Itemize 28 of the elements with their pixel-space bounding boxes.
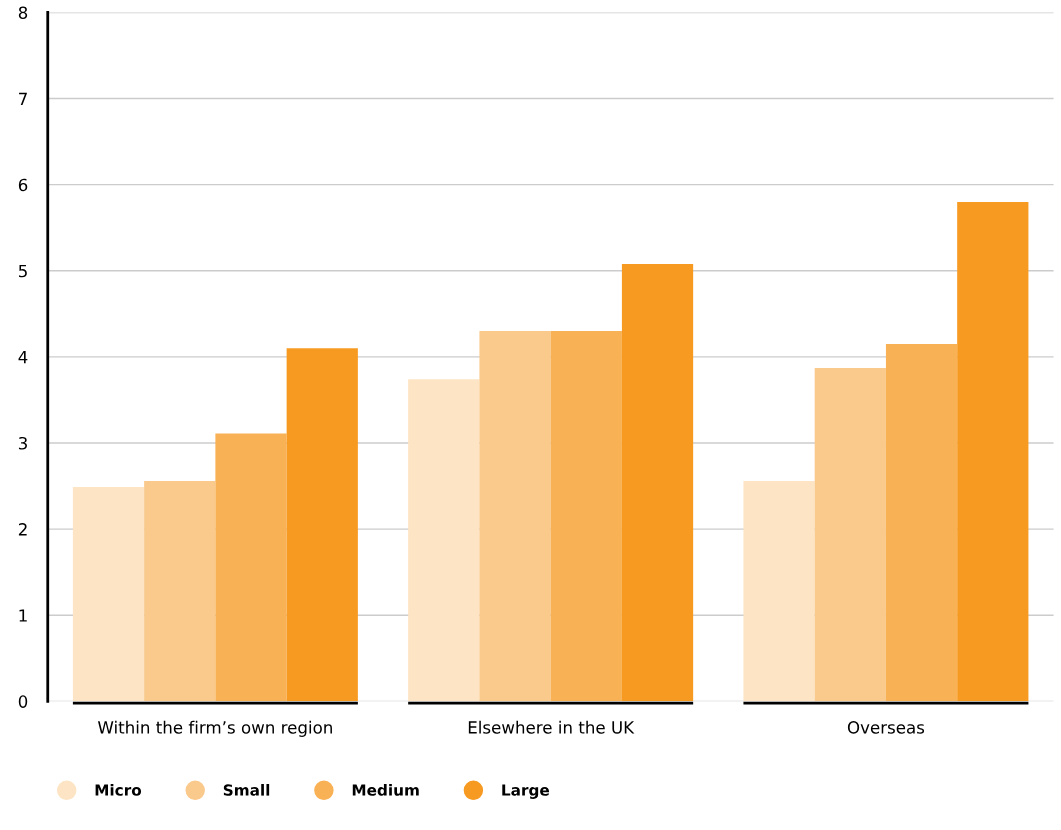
- y-tick-label: 7: [19, 92, 27, 105]
- bar: [885, 343, 958, 702]
- bar: [743, 480, 815, 702]
- bar: [957, 201, 1029, 702]
- legend-label: Small: [223, 783, 270, 796]
- bar: [621, 263, 694, 702]
- x-tick-label: Elsewhere in the UK: [468, 720, 635, 734]
- bar: [72, 486, 145, 702]
- bar: [814, 368, 886, 702]
- bar: [215, 433, 287, 702]
- y-tick-label: 4: [18, 351, 28, 364]
- y-tick-label: 5: [18, 264, 27, 278]
- x-tick-label: Within the firm’s own region: [97, 720, 332, 737]
- x-tick-label: Overseas: [847, 721, 925, 734]
- y-tick-label: 1: [19, 609, 27, 622]
- y-tick-label: 0: [18, 695, 28, 708]
- bar: [550, 331, 622, 702]
- y-tick-label: 6: [18, 178, 28, 192]
- y-tick-label: 3: [18, 436, 27, 450]
- y-tick-label: 8: [18, 6, 28, 20]
- bar: [144, 480, 216, 702]
- legend-label: Large: [502, 784, 550, 799]
- y-tick-label: 2: [18, 523, 27, 536]
- bar: [408, 379, 480, 702]
- legend-label: Micro: [95, 783, 142, 796]
- bar: [286, 348, 358, 702]
- legend-label: Medium: [352, 783, 419, 796]
- bar: [479, 331, 551, 702]
